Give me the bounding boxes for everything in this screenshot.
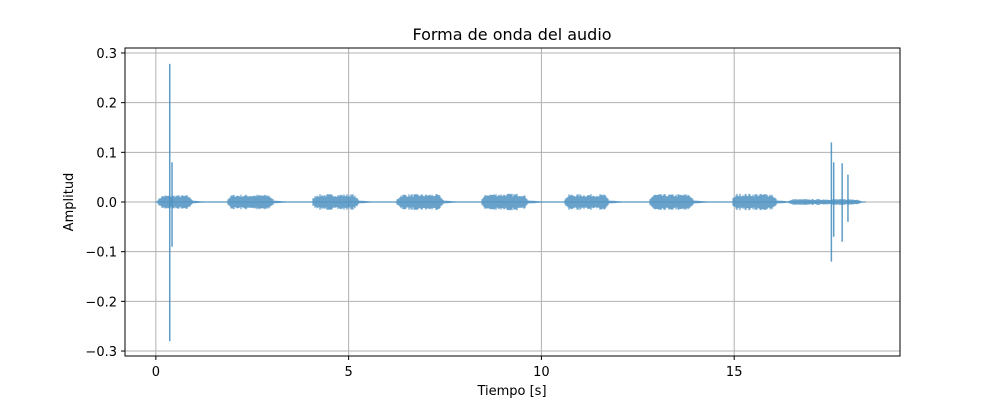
x-tick-label: 0 xyxy=(152,365,160,380)
chart-title: Forma de onda del audio xyxy=(412,25,611,44)
y-axis-label: Amplitud xyxy=(62,173,77,232)
y-tick-label: 0.0 xyxy=(96,196,117,211)
axis-ticks: 0 5 10 15 0.3 0.2 0.1 0.0 −0.1 −0.2 −0.3 xyxy=(85,47,742,380)
y-tick-label: −0.1 xyxy=(85,246,117,261)
y-tick-label: 0.2 xyxy=(96,97,117,112)
grid xyxy=(125,48,900,356)
plot-area xyxy=(155,63,866,342)
y-tick-label: −0.2 xyxy=(85,295,117,310)
x-tick-label: 5 xyxy=(344,365,352,380)
y-tick-label: 0.3 xyxy=(96,47,117,62)
y-tick-label: −0.3 xyxy=(85,345,117,360)
x-axis-label: Tiempo [s] xyxy=(476,384,546,399)
x-tick-label: 10 xyxy=(533,365,550,380)
x-tick-label: 15 xyxy=(726,365,743,380)
y-tick-label: 0.1 xyxy=(96,146,117,161)
